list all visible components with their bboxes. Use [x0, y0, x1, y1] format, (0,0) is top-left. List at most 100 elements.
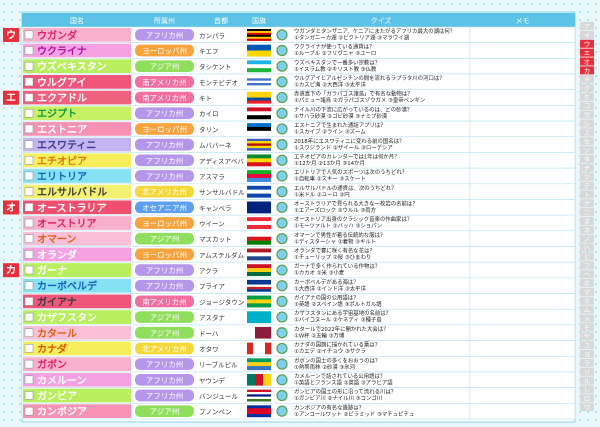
- globe-icon: [276, 327, 288, 339]
- flag-stripe: [247, 311, 271, 318]
- quiz-line: エストニアで生まれた通話アプリは？: [294, 121, 386, 129]
- index-letter: ト: [584, 191, 591, 199]
- name-cell: [23, 341, 131, 356]
- index-tab: [580, 128, 594, 137]
- index-letter: ル: [584, 377, 591, 385]
- flag-stripe: [247, 80, 271, 84]
- quiz-line: ①自転車 ②スキー ③スケート: [294, 175, 366, 183]
- index-letter: ホ: [584, 279, 591, 287]
- flag-stripe: [247, 189, 271, 194]
- index-tab: [580, 385, 594, 394]
- index-tab: [580, 225, 594, 234]
- index-tab: [580, 66, 594, 75]
- quiz-line: エルサルバドルの通貨は、次のうちどれ？: [294, 184, 397, 192]
- quiz-line: オランダで春に咲く有名な花は？: [294, 247, 375, 255]
- country-name: エクアドル: [37, 93, 87, 105]
- flag-stripe: [247, 295, 271, 300]
- index-letter: ユ: [584, 342, 591, 350]
- flag-stripe: [247, 50, 271, 57]
- quiz-line: カメルーンで話されている公用語は？: [294, 372, 385, 380]
- checkbox: [24, 375, 34, 385]
- flag-stripe: [247, 326, 256, 339]
- flag-stripe: [247, 36, 271, 39]
- index-letter: リ: [584, 368, 591, 376]
- region-name: アジア州: [150, 62, 180, 71]
- name-cell: [23, 169, 131, 183]
- index-tab: [580, 57, 594, 66]
- quiz-line: 2018年にエスワティニに変わる前の国名は？: [294, 137, 404, 145]
- region-pill: [135, 123, 194, 135]
- globe-icon: [276, 44, 288, 57]
- region-name: アフリカ州: [146, 391, 184, 400]
- name-cell: [23, 357, 131, 371]
- flag-stripe: [247, 185, 271, 190]
- flag-stripe: [247, 154, 271, 159]
- checkbox: [24, 30, 34, 40]
- index-tab: [580, 341, 594, 350]
- globe-icon: [276, 248, 288, 260]
- region-pill: [135, 44, 194, 57]
- globe-icon: [276, 374, 288, 386]
- name-cell: [23, 310, 131, 324]
- region-pill: [135, 91, 194, 104]
- header-bar: [22, 13, 575, 27]
- flag-stripe: [247, 115, 271, 120]
- region-pill: [135, 232, 194, 245]
- flag-stripe: [247, 158, 271, 163]
- capital: カンパラ: [199, 32, 225, 40]
- index-tab: [580, 75, 594, 84]
- capital: ムババーネ: [199, 142, 232, 150]
- name-cell: [23, 325, 131, 340]
- index-tab: [580, 261, 594, 270]
- section-tab: [3, 263, 19, 278]
- country-name: オーストラリア: [37, 202, 107, 214]
- index-tab: [580, 296, 594, 305]
- flag-stripe: [247, 177, 271, 182]
- quiz-line: ガンビアの国土の形に沿って流れる川は？: [294, 388, 396, 396]
- flag-stripe: [247, 398, 271, 402]
- globe-icon: [276, 170, 288, 182]
- index-letter: ハ: [584, 244, 591, 252]
- index-letter: ミ: [584, 297, 591, 305]
- flag-stripe: [247, 289, 271, 292]
- flag-stripe: [247, 221, 271, 226]
- checkbox: [24, 124, 34, 134]
- name-cell: [23, 200, 131, 215]
- globe-icon: [276, 139, 288, 151]
- index-tab: [580, 154, 594, 164]
- globe-icon: [276, 311, 288, 323]
- index-letter: ニ: [584, 209, 591, 217]
- quiz-line: オマーンで男性が着る伝統的な服は？: [294, 231, 385, 239]
- quiz-line: エチオピアのカレンダーでは1年は何か月？: [294, 152, 400, 160]
- index-tab: [580, 199, 594, 208]
- index-tab: [580, 270, 594, 279]
- index-tab: [580, 403, 594, 412]
- name-cell: [23, 388, 131, 403]
- column-header: メモ: [516, 17, 530, 25]
- index-letter: ツ: [584, 173, 591, 181]
- flag-stripe: [247, 83, 271, 86]
- name-cell: [23, 294, 131, 309]
- column-header: 首都: [214, 16, 228, 25]
- region-pill: [135, 154, 194, 167]
- region-pill: [135, 217, 194, 229]
- flag-stripe: [247, 126, 271, 132]
- country-name: オーストリア: [37, 218, 97, 230]
- quiz-line: ①大西洋 ②インド洋 ③太平洋: [294, 284, 366, 292]
- region-name: アフリカ州: [146, 141, 184, 150]
- country-name: ガボン: [37, 358, 67, 371]
- quiz-line: ①英語 ②スペイン語 ③ポルトガル語: [294, 300, 382, 308]
- index-tab: [580, 146, 594, 155]
- quiz-line: ウズベキスタンで一番多い宗教は？: [294, 58, 380, 66]
- quiz-line: ウガンダとタンザニア、ケニアにまたがるアフリカ最大の湖は何？: [294, 27, 455, 35]
- country-name: エストニア: [37, 124, 87, 136]
- flag-stripe: [247, 396, 271, 400]
- checkbox: [24, 77, 34, 87]
- index-tab: [580, 22, 594, 31]
- country-name: カタール: [37, 328, 77, 340]
- checkbox: [24, 140, 34, 149]
- flag-stripe: [247, 299, 271, 304]
- capital: キト: [199, 95, 212, 103]
- index-tab: [580, 137, 594, 146]
- flag-stripe: [247, 174, 271, 179]
